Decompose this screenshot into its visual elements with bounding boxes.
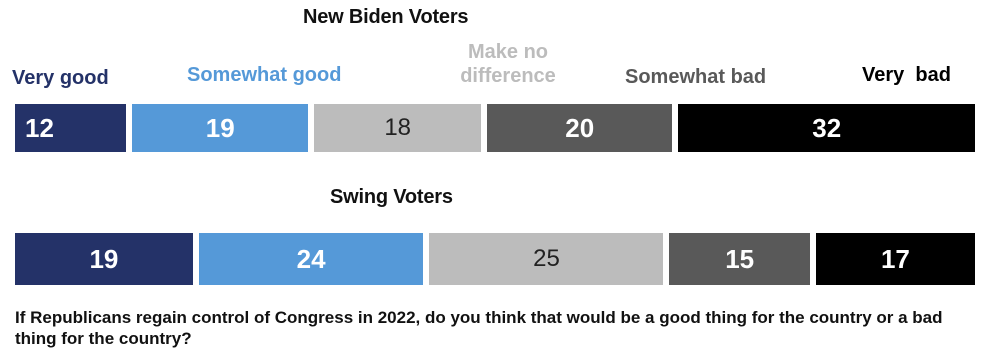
data-label-very-bad: 32	[812, 112, 842, 143]
survey-question: If Republicans regain control of Congres…	[15, 308, 943, 348]
chart-title-new-biden-voters: New Biden Voters	[303, 6, 469, 28]
chart-title-swing-voters: Swing Voters	[330, 186, 453, 208]
data-label-very-bad: 17	[880, 243, 910, 274]
bar-segment-no-difference: 18	[314, 104, 482, 152]
bar-row-new-biden-voters: 12 19 18 20 32	[0, 104, 982, 152]
data-label-somewhat-bad: 15	[725, 243, 755, 274]
data-label-somewhat-good: 24	[296, 243, 326, 274]
bar-segment-somewhat-bad: 15	[669, 233, 810, 285]
data-label-somewhat-good: 19	[205, 112, 235, 143]
legend-make-no-line1: Make no	[467, 41, 549, 63]
legend-somewhat-good: Somewhat good	[187, 64, 342, 86]
bar-segment-somewhat-good: 24	[198, 233, 424, 285]
data-label-no-difference: 25	[533, 245, 560, 272]
legend-very-good: Very good	[12, 67, 109, 89]
legend-make-no-line2: difference	[460, 65, 556, 87]
data-label-very-good: 12	[25, 112, 54, 143]
legend-somewhat-bad: Somewhat bad	[625, 66, 767, 88]
legend-make-no-difference: Make no difference	[446, 40, 570, 88]
bar-segment-very-bad: 32	[678, 104, 975, 152]
bar-segment-very-good: 19	[15, 233, 193, 285]
bar-segment-no-difference: 25	[429, 233, 664, 285]
bar-segment-somewhat-good: 19	[132, 104, 309, 152]
bar-segment-somewhat-bad: 20	[487, 104, 673, 152]
data-label-very-good: 19	[89, 243, 119, 274]
data-label-somewhat-bad: 20	[565, 112, 595, 143]
bar-segment-very-good: 12	[15, 104, 127, 152]
legend-very-bad: Very bad	[862, 64, 951, 86]
data-label-no-difference: 18	[384, 114, 412, 141]
bar-row-swing-voters: 19 24 25 15 17	[0, 233, 982, 285]
bar-segment-very-bad: 17	[815, 233, 975, 285]
